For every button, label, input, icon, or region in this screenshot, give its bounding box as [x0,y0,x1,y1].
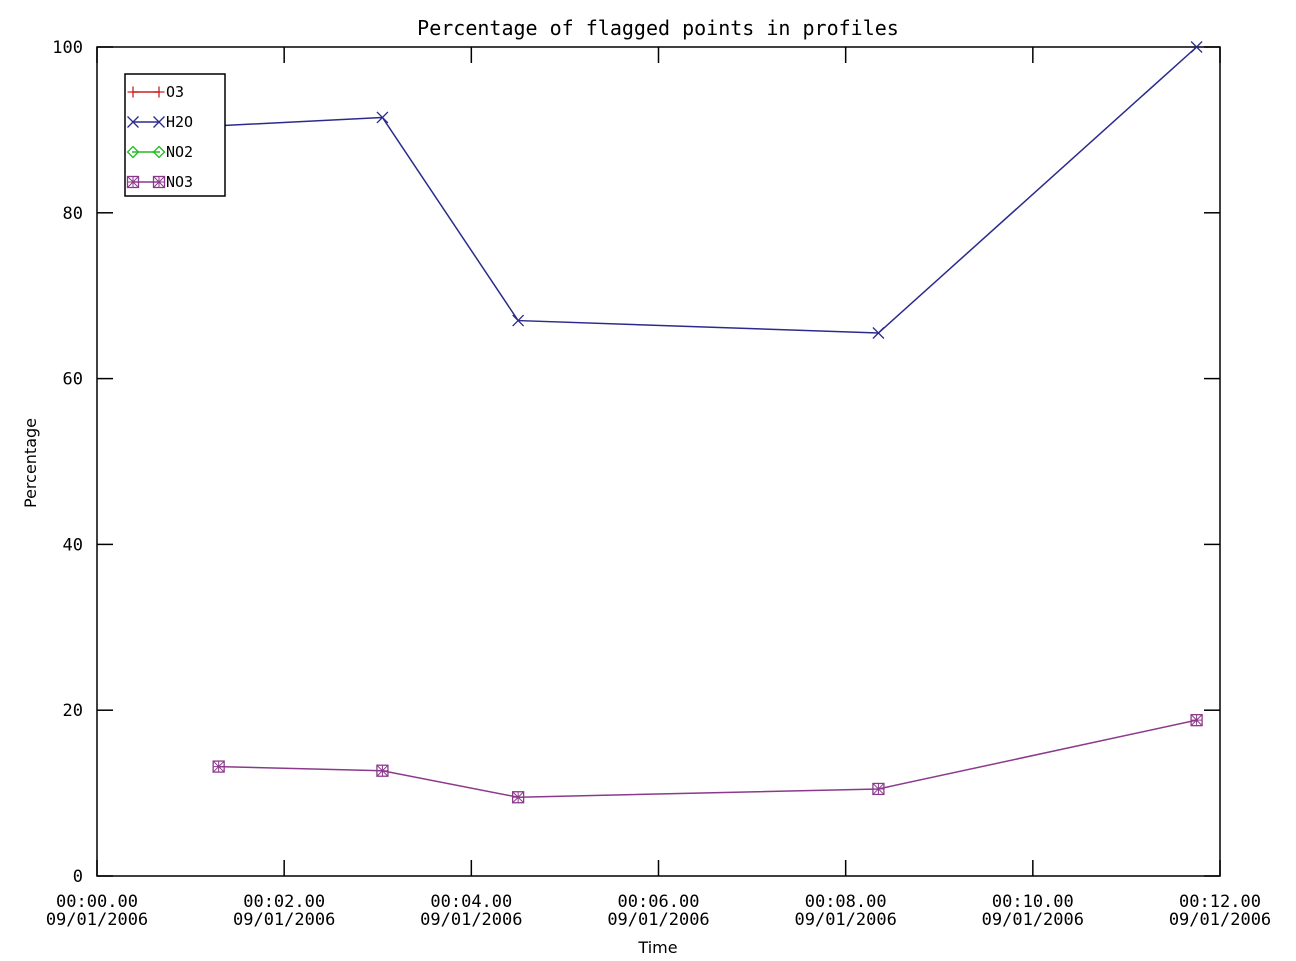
chart-title: Percentage of flagged points in profiles [417,16,899,40]
y-axis-label: Percentage [21,418,40,508]
legend: O3 H2O NO2 NO3 [124,73,226,197]
data-point-h2o [376,111,389,124]
x-tick-label-time: 00:06.00 [618,892,700,912]
legend-label-no3: NO3 [166,173,193,191]
legend-marker-no2 [152,145,166,159]
x-tick-label-time: 00:12.00 [1179,892,1261,912]
x-tick-label-time: 00:00.00 [56,892,138,912]
legend-marker-h2o [127,116,139,128]
legend-label-h2o: H2O [166,113,193,131]
data-point-h2o [1190,41,1203,53]
legend-marker-no2 [126,145,140,159]
legend-marker-no3 [152,175,166,189]
legend-marker-o3 [153,86,165,98]
x-tick-label-date: 09/01/2006 [46,910,148,930]
x-tick-label-date: 09/01/2006 [420,910,522,930]
legend-marker-no3 [126,175,140,189]
data-point-no3 [511,791,525,804]
x-tick-label-date: 09/01/2006 [233,910,335,930]
y-tick-label: 0 [73,867,83,887]
series-line-h2o [218,46,1198,334]
series-line-no3 [218,719,1197,798]
data-point-h2o [512,314,525,327]
x-tick-label-time: 00:02.00 [243,892,325,912]
data-point-no3 [872,782,885,796]
y-tick-label: 80 [63,204,83,224]
y-tick-label: 60 [63,370,83,390]
y-tick-label: 20 [63,701,83,721]
legend-label-o3: O3 [166,83,184,101]
data-point-no3 [212,760,225,773]
y-tick-label: 100 [52,38,83,58]
y-tick-label: 40 [63,535,83,555]
x-axis-label: Time [637,938,677,957]
data-point-h2o [872,327,885,339]
axis-ticks: 00:00.0009/01/200600:02.0009/01/200600:0… [46,38,1271,930]
x-tick-label-date: 09/01/2006 [607,910,709,930]
series-layer [212,41,1203,804]
data-point-no3 [376,764,389,777]
x-tick-label-date: 09/01/2006 [982,910,1084,930]
data-point-no3 [1190,713,1203,727]
x-tick-label-time: 00:04.00 [430,892,512,912]
legend-marker-o3 [127,86,139,98]
x-tick-label-time: 00:08.00 [805,892,887,912]
x-tick-label-date: 09/01/2006 [794,910,896,930]
legend-marker-h2o [153,116,165,128]
legend-box [124,73,226,197]
x-tick-label-time: 00:10.00 [992,892,1074,912]
x-tick-label-date: 09/01/2006 [1169,910,1271,930]
legend-label-no2: NO2 [166,143,193,161]
